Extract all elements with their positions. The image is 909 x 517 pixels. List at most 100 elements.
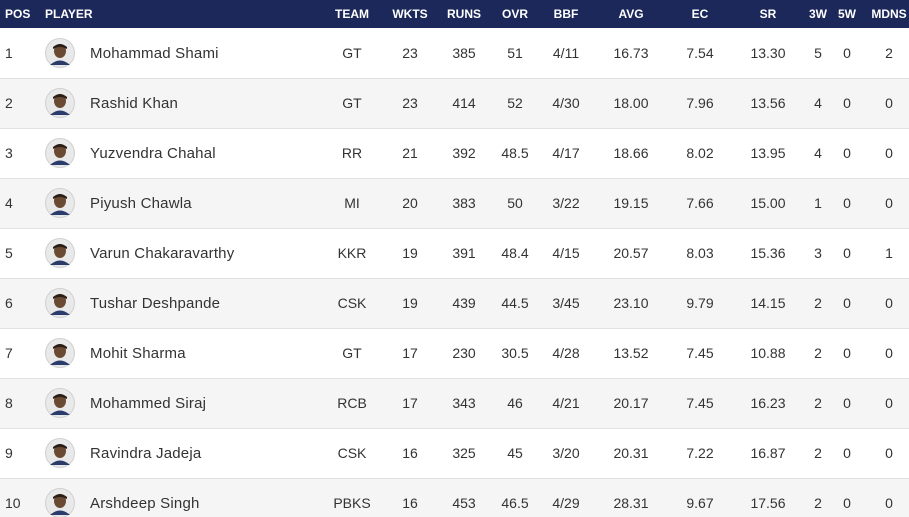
average: 13.52 — [613, 345, 649, 361]
five-wickets: 0 — [843, 345, 851, 361]
runs: 230 — [452, 345, 476, 361]
column-header[interactable]: MDNS — [871, 7, 907, 21]
team: GT — [342, 345, 362, 361]
pos: 2 — [5, 95, 13, 111]
economy: 7.96 — [686, 95, 714, 111]
three-wickets: 2 — [814, 345, 822, 361]
wickets: 16 — [402, 495, 418, 511]
pos: 6 — [5, 295, 13, 311]
wickets: 17 — [402, 395, 418, 411]
team: MI — [344, 195, 360, 211]
maidens: 2 — [885, 45, 893, 61]
table-row: 6 Tushar Deshpande CSK 19 439 44.5 3/45 23.10 9.… — [0, 279, 909, 329]
best-figures: 4/21 — [552, 395, 580, 411]
strike-rate: 15.36 — [750, 245, 786, 261]
column-header[interactable]: 5W — [838, 7, 856, 21]
average: 20.31 — [613, 445, 649, 461]
three-wickets: 2 — [814, 495, 822, 511]
column-header[interactable]: EC — [691, 7, 709, 21]
table-row: 4 Piyush Chawla MI 20 383 50 3/22 19.15 7.66 15.0… — [0, 179, 909, 229]
overs: 45 — [507, 445, 523, 461]
player-name[interactable]: Tushar Deshpande — [90, 295, 221, 312]
best-figures: 4/30 — [552, 95, 580, 111]
column-header[interactable]: WKTS — [392, 7, 428, 21]
five-wickets: 0 — [843, 245, 851, 261]
strike-rate: 13.56 — [750, 95, 786, 111]
runs: 385 — [452, 45, 476, 61]
average: 16.73 — [613, 45, 649, 61]
best-figures: 3/20 — [552, 445, 580, 461]
average: 19.15 — [613, 195, 649, 211]
column-header[interactable]: RUNS — [446, 7, 481, 21]
table-header: POS PLAYER TEAM WKTS RUNS OVR BBF AVG EC SR 3W 5W MD… — [0, 0, 909, 28]
maidens: 0 — [885, 145, 893, 161]
team: GT — [342, 95, 362, 111]
economy: 7.22 — [686, 445, 714, 461]
player-avatar — [45, 88, 75, 118]
table-row: 1 Mohammad Shami GT 23 385 51 4/11 16.73 7.54 13.… — [0, 29, 909, 79]
economy: 8.03 — [686, 245, 714, 261]
wickets: 21 — [402, 145, 418, 161]
player-name[interactable]: Piyush Chawla — [90, 195, 192, 212]
best-figures: 4/17 — [552, 145, 580, 161]
column-header[interactable]: PLAYER — [45, 7, 93, 21]
column-header[interactable]: OVR — [501, 7, 528, 21]
player-avatar — [45, 38, 75, 68]
team: CSK — [337, 445, 367, 461]
overs: 52 — [507, 95, 523, 111]
table-row: 10 Arshdeep Singh PBKS 16 453 46.5 4/29 28.31 9.… — [0, 479, 909, 517]
wickets: 17 — [402, 345, 418, 361]
table-row: 5 Varun Chakaravarthy KKR 19 391 48.4 4/15 20.5… — [0, 229, 909, 279]
wickets: 19 — [402, 295, 418, 311]
best-figures: 4/28 — [552, 345, 580, 361]
table-row: 2 Rashid Khan GT 23 414 52 4/30 18.00 7.96 13.56 4… — [0, 79, 909, 129]
player-name[interactable]: Varun Chakaravarthy — [90, 245, 235, 262]
player-name[interactable]: Yuzvendra Chahal — [90, 145, 216, 162]
team: GT — [342, 45, 362, 61]
runs: 414 — [452, 95, 476, 111]
column-header[interactable]: TEAM — [335, 7, 369, 21]
pos: 5 — [5, 245, 13, 261]
maidens: 1 — [885, 245, 893, 261]
player-name[interactable]: Rashid Khan — [90, 95, 179, 112]
team: CSK — [337, 295, 367, 311]
table-row: 7 Mohit Sharma GT 17 230 30.5 4/28 13.52 7.45 10.… — [0, 329, 909, 379]
wickets: 19 — [402, 245, 418, 261]
pos: 1 — [5, 45, 13, 61]
average: 23.10 — [613, 295, 649, 311]
player-name[interactable]: Mohammed Siraj — [90, 395, 207, 412]
runs: 391 — [452, 245, 476, 261]
strike-rate: 13.95 — [750, 145, 786, 161]
five-wickets: 0 — [843, 195, 851, 211]
best-figures: 4/29 — [552, 495, 580, 511]
three-wickets: 4 — [814, 145, 822, 161]
column-header[interactable]: 3W — [809, 7, 827, 21]
maidens: 0 — [885, 395, 893, 411]
best-figures: 4/15 — [552, 245, 580, 261]
best-figures: 4/11 — [552, 45, 580, 61]
three-wickets: 2 — [814, 395, 822, 411]
player-name[interactable]: Arshdeep Singh — [90, 495, 200, 512]
best-figures: 3/22 — [552, 195, 580, 211]
runs: 383 — [452, 195, 476, 211]
five-wickets: 0 — [843, 445, 851, 461]
column-header[interactable]: AVG — [618, 7, 644, 21]
column-header[interactable]: SR — [759, 7, 777, 21]
player-name[interactable]: Mohammad Shami — [90, 45, 219, 62]
player-name[interactable]: Mohit Sharma — [90, 345, 186, 362]
column-header[interactable]: BBF — [553, 7, 579, 21]
runs: 343 — [452, 395, 476, 411]
runs: 325 — [452, 445, 476, 461]
average: 18.00 — [613, 95, 649, 111]
maidens: 0 — [885, 445, 893, 461]
overs: 44.5 — [501, 295, 529, 311]
runs: 439 — [452, 295, 476, 311]
player-name[interactable]: Ravindra Jadeja — [90, 445, 202, 462]
player-avatar — [45, 288, 75, 318]
column-header[interactable]: POS — [5, 7, 31, 21]
player-avatar — [45, 188, 75, 218]
three-wickets: 1 — [814, 195, 822, 211]
player-avatar — [45, 388, 75, 418]
pos: 9 — [5, 445, 13, 461]
overs: 51 — [507, 45, 523, 61]
